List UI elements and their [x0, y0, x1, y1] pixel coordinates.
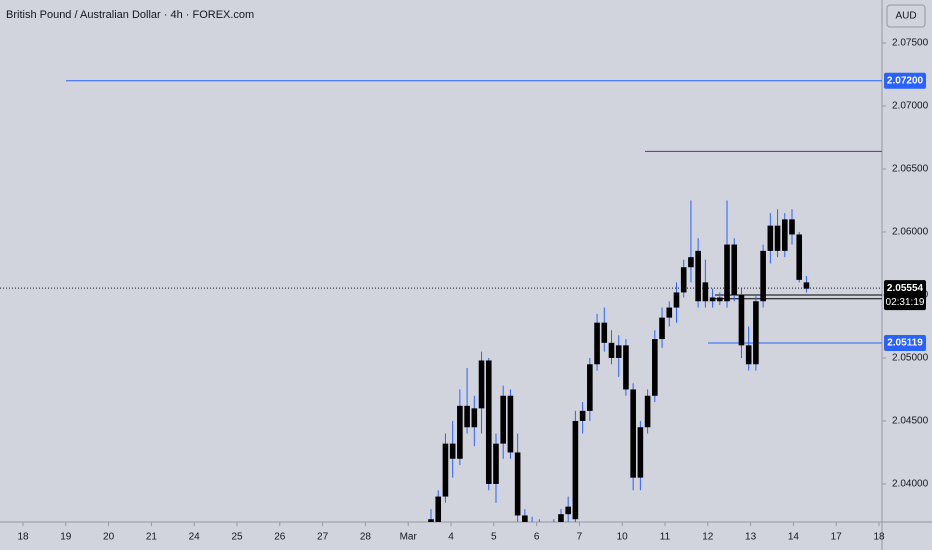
- candle-body: [594, 322, 600, 365]
- x-tick-label: 5: [491, 532, 497, 543]
- currency-button[interactable]: [886, 4, 926, 28]
- x-tick-label: 14: [788, 532, 800, 543]
- candle-body: [442, 443, 449, 497]
- x-tick-label: 4: [448, 532, 454, 543]
- y-tick-label: 2.05000: [892, 353, 929, 364]
- x-tick-label: Mar: [400, 532, 418, 543]
- candle-body: [587, 364, 593, 411]
- candle-body: [471, 408, 478, 428]
- candle-body: [493, 443, 499, 484]
- candle-body: [709, 297, 716, 302]
- level-price-box: [884, 72, 926, 89]
- candle-body: [478, 360, 485, 409]
- y-tick-label: 2.07000: [892, 101, 929, 112]
- candle-body: [637, 427, 644, 478]
- x-tick-label: 17: [831, 532, 843, 543]
- candle-body: [702, 282, 709, 302]
- candle-body: [789, 219, 795, 235]
- candle-body: [666, 307, 673, 318]
- candle-body: [623, 345, 629, 390]
- candle-body: [695, 250, 701, 302]
- candle-body: [572, 420, 579, 520]
- candle-body: [601, 322, 608, 343]
- candle-body: [781, 219, 788, 251]
- candle-body: [774, 225, 781, 251]
- candle-body: [753, 301, 759, 365]
- countdown: 02:31:19: [886, 297, 925, 308]
- candle-body: [644, 395, 651, 428]
- candle-body: [428, 519, 434, 522]
- candle-body: [659, 317, 665, 340]
- candle-body: [745, 345, 752, 365]
- plot-area: [0, 80, 882, 522]
- level-price-box: [884, 334, 926, 351]
- candle-body: [767, 225, 774, 251]
- candle-body: [724, 244, 730, 302]
- candle-body: [630, 389, 636, 478]
- candle-body: [652, 339, 658, 396]
- candle-body: [514, 452, 521, 516]
- currency[interactable]: AUD: [895, 11, 916, 22]
- candle-body: [760, 250, 766, 302]
- candle-body: [500, 395, 506, 444]
- last-price-label: 2.05554: [887, 283, 924, 294]
- candle-body: [608, 342, 615, 358]
- x-tick-label: 7: [577, 532, 583, 543]
- candle-body: [435, 496, 442, 522]
- x-tick-label: 20: [103, 532, 115, 543]
- candle-body: [688, 257, 694, 268]
- candle-body: [738, 294, 745, 346]
- y-tick-label: 2.07500: [892, 38, 929, 49]
- x-tick-label: 12: [702, 532, 714, 543]
- y-tick-label: 2.04000: [892, 479, 929, 490]
- x-tick-label: 19: [60, 532, 72, 543]
- candle-body: [680, 267, 687, 293]
- x-tick-label: 21: [146, 532, 158, 543]
- x-tick-label: 10: [617, 532, 629, 543]
- x-tick-label: 25: [231, 532, 243, 543]
- candle-body: [522, 515, 528, 522]
- candle-body: [558, 514, 564, 522]
- candle-body: [457, 405, 463, 459]
- candle-body: [565, 506, 571, 515]
- candle-body: [579, 410, 586, 421]
- candle-body: [803, 282, 810, 289]
- candle-body: [464, 405, 470, 428]
- x-tick-label: 26: [274, 532, 286, 543]
- x-tick-label: 18: [17, 532, 29, 543]
- candle-body: [717, 297, 723, 302]
- candle-body: [796, 234, 803, 280]
- x-tick-label: 11: [660, 532, 671, 543]
- candle-body: [485, 360, 492, 484]
- y-tick-label: 2.06500: [892, 164, 929, 175]
- chart-title: British Pound / Australian Dollar · 4h ·…: [6, 9, 254, 21]
- y-tick-label: 2.06000: [892, 227, 929, 238]
- candle-body: [673, 292, 680, 308]
- level-price-label: 2.05119: [887, 338, 923, 349]
- x-tick-label: 28: [360, 532, 372, 543]
- x-tick-label: 18: [873, 532, 885, 543]
- candle-body: [615, 345, 622, 358]
- x-tick-label: 6: [534, 532, 540, 543]
- y-tick-label: 2.04500: [892, 416, 929, 427]
- level-price-label: 2.07200: [887, 75, 924, 86]
- candle-body: [507, 395, 514, 453]
- last-price-box: [884, 280, 926, 311]
- x-tick-label: 13: [745, 532, 757, 543]
- candle-body: [449, 443, 456, 459]
- candle-body: [731, 244, 738, 295]
- x-tick-label: 24: [189, 532, 201, 543]
- x-tick-label: 27: [317, 532, 329, 543]
